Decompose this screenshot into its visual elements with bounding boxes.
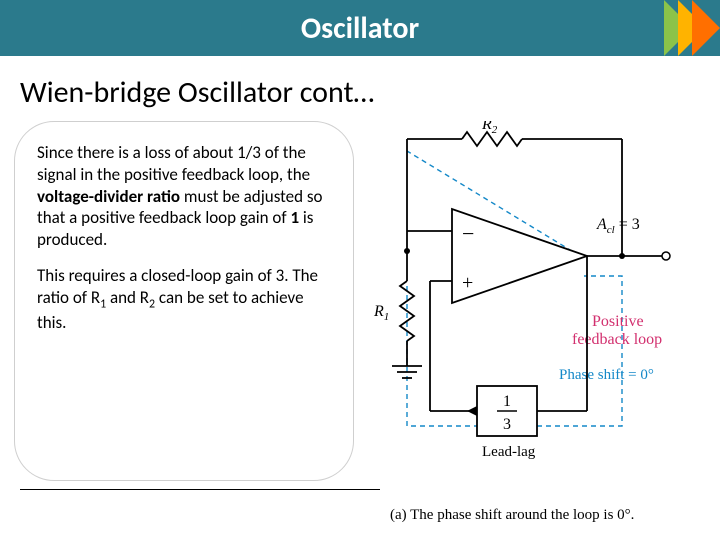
node <box>404 248 410 254</box>
chevron-icon <box>692 0 720 56</box>
frac-num: 1 <box>503 393 511 410</box>
text: and R <box>106 287 149 308</box>
text-box: Since there is a loss of about 1/3 of th… <box>14 121 354 481</box>
r2-label: R2 <box>481 121 498 136</box>
paragraph-1: Since there is a loss of about 1/3 of th… <box>37 142 331 251</box>
subtitle: Wien-bridge Oscillator cont… <box>0 56 720 121</box>
bold-text: voltage-divider ratio <box>37 186 180 207</box>
circuit-svg: R2 R1 − + <box>362 121 702 501</box>
bold-text: 1 <box>290 207 299 228</box>
plus-icon: + <box>462 272 473 294</box>
leadlag-label: Lead-lag <box>482 444 536 460</box>
minus-icon: − <box>462 221 474 246</box>
output-terminal <box>662 252 670 260</box>
phase-label: Phase shift = 0° <box>559 367 654 383</box>
title-bar: Oscillator <box>0 0 720 56</box>
title-text: Oscillator <box>301 10 419 47</box>
circuit-diagram: R2 R1 − + <box>362 121 706 481</box>
content-row: Since there is a loss of about 1/3 of th… <box>0 121 720 481</box>
frac-den: 3 <box>503 416 511 433</box>
figure-caption: (a) The phase shift around the loop is 0… <box>390 507 634 524</box>
chevron-decor <box>678 0 720 56</box>
paragraph-2: This requires a closed-loop gain of 3. T… <box>37 265 331 334</box>
acl-label: Acl = 3 <box>596 216 640 236</box>
arrow-icon <box>467 406 477 416</box>
pfl-label: Positive feedback loop <box>572 313 662 348</box>
divider-line <box>20 489 380 490</box>
text: Since there is a loss of about 1/3 of th… <box>37 142 310 185</box>
r1-label: R1 <box>373 303 389 323</box>
resistor-r1 <box>400 281 414 341</box>
